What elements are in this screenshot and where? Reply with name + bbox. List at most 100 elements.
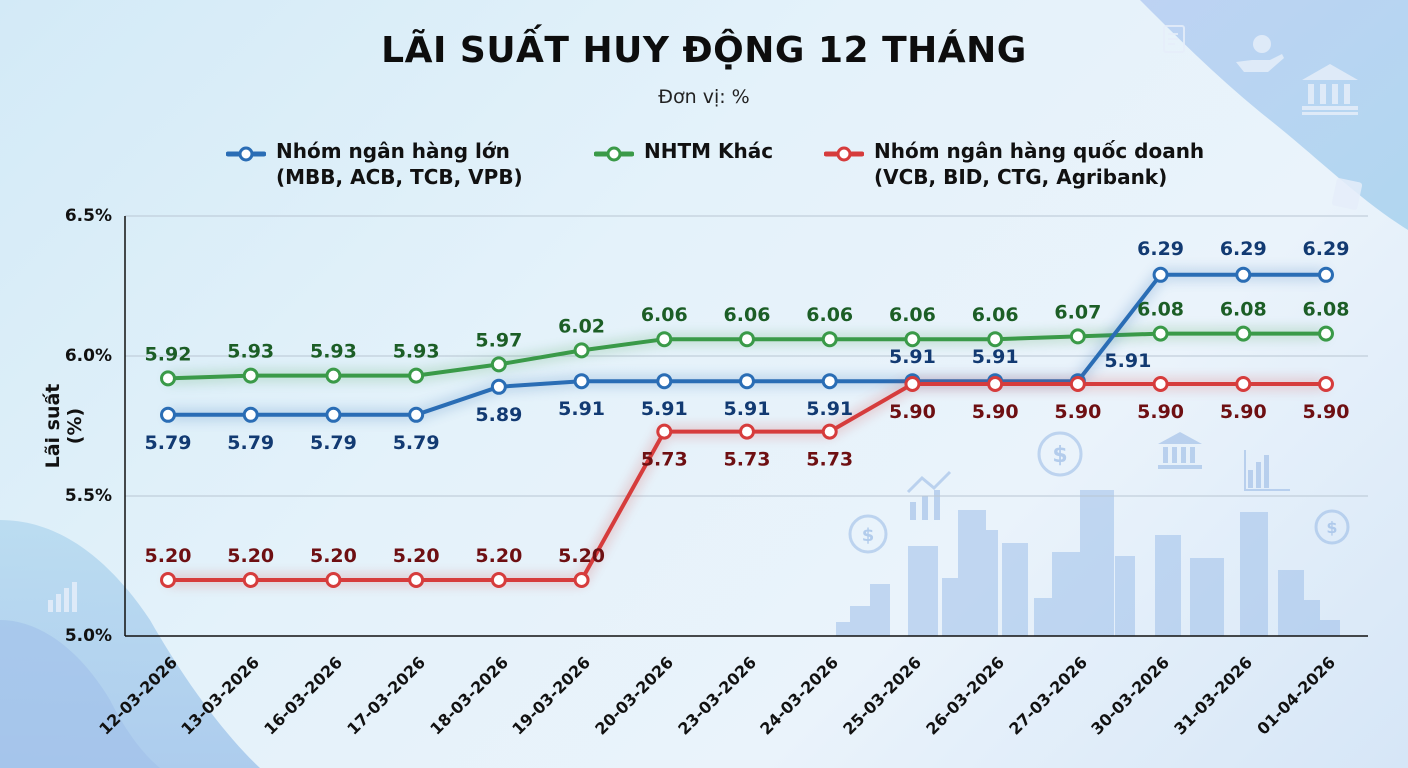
data-label: 5.97 — [475, 329, 522, 351]
data-label: 5.90 — [1303, 401, 1350, 423]
data-label: 5.20 — [393, 545, 440, 567]
data-point[interactable] — [1152, 376, 1169, 392]
data-point[interactable] — [242, 572, 259, 588]
data-label: 5.20 — [558, 545, 605, 567]
data-label: 5.73 — [641, 449, 688, 471]
data-point[interactable] — [160, 406, 176, 423]
data-point[interactable] — [656, 331, 673, 348]
data-point[interactable] — [821, 423, 838, 440]
data-point[interactable] — [490, 572, 507, 588]
legend-label: Nhóm ngân hàng lớn — [276, 139, 510, 163]
data-label: 5.90 — [1137, 401, 1184, 423]
data-point[interactable] — [656, 373, 673, 390]
data-label: 6.06 — [806, 304, 853, 326]
chart-title: LÃI SUẤT HUY ĐỘNG 12 THÁNG — [381, 30, 1027, 71]
data-point[interactable] — [325, 367, 342, 384]
data-point[interactable] — [573, 572, 590, 588]
data-point[interactable] — [821, 373, 838, 390]
data-point[interactable] — [325, 572, 342, 588]
data-label: 6.29 — [1137, 238, 1184, 260]
data-point[interactable] — [1069, 328, 1086, 345]
data-label: 5.93 — [393, 341, 440, 363]
data-label: 6.29 — [1303, 238, 1350, 260]
data-label: 5.79 — [310, 432, 357, 454]
data-label: 5.79 — [145, 432, 192, 454]
line-marker-icon — [824, 146, 864, 162]
data-label: 6.29 — [1220, 238, 1267, 260]
data-label: 6.02 — [558, 315, 605, 337]
data-label: 5.90 — [972, 401, 1019, 423]
data-point[interactable] — [408, 406, 425, 423]
data-label: 5.20 — [145, 545, 192, 567]
data-point[interactable] — [408, 572, 425, 588]
data-point[interactable] — [325, 406, 342, 423]
y-tick: 5.5% — [64, 486, 112, 506]
data-point[interactable] — [821, 331, 838, 348]
data-label: 5.92 — [145, 343, 192, 365]
data-label: 5.91 — [641, 398, 688, 420]
data-point[interactable] — [1235, 266, 1252, 283]
legend-label: Nhóm ngân hàng quốc doanh — [874, 139, 1205, 163]
data-label: 6.06 — [972, 304, 1019, 326]
data-point[interactable] — [160, 572, 176, 588]
data-label: 5.20 — [475, 545, 522, 567]
data-label: 5.91 — [724, 398, 771, 420]
line-marker-icon — [226, 146, 266, 162]
data-point[interactable] — [573, 373, 590, 390]
legend: Nhóm ngân hàng lớn (MBB, ACB, TCB, VPB) … — [0, 138, 1408, 198]
data-point[interactable] — [1152, 325, 1169, 342]
data-point[interactable] — [739, 331, 755, 348]
data-label: 5.90 — [889, 401, 936, 423]
data-point[interactable] — [1318, 325, 1334, 342]
data-label: 5.91 — [889, 346, 936, 368]
data-label: 5.79 — [393, 432, 440, 454]
legend-item-state-banks[interactable]: Nhóm ngân hàng quốc doanh (VCB, BID, CTG… — [824, 138, 1204, 190]
data-label: 5.73 — [724, 449, 771, 471]
data-label: 6.06 — [641, 304, 688, 326]
data-point[interactable] — [242, 406, 259, 423]
legend-sublabel: (MBB, ACB, TCB, VPB) — [276, 165, 523, 189]
legend-item-large-banks[interactable]: Nhóm ngân hàng lớn (MBB, ACB, TCB, VPB) — [226, 138, 523, 190]
data-point[interactable] — [1318, 266, 1334, 283]
data-label: 5.91 — [558, 398, 605, 420]
data-point[interactable] — [242, 367, 259, 384]
data-label: 5.79 — [227, 432, 274, 454]
data-label: 6.08 — [1220, 299, 1267, 321]
data-point[interactable] — [490, 356, 507, 373]
data-point[interactable] — [1235, 376, 1252, 392]
y-tick: 5.0% — [64, 626, 112, 646]
data-point[interactable] — [739, 423, 755, 440]
data-point[interactable] — [573, 342, 590, 359]
data-label: 6.08 — [1137, 299, 1184, 321]
data-label: 5.91 — [1104, 350, 1151, 372]
data-label: 6.07 — [1054, 301, 1101, 323]
data-label: 6.08 — [1303, 299, 1350, 321]
data-point[interactable] — [1235, 325, 1252, 342]
data-point[interactable] — [1069, 376, 1086, 392]
data-label: 5.93 — [310, 341, 357, 363]
data-point[interactable] — [1152, 266, 1169, 283]
data-label: 5.90 — [1220, 401, 1267, 423]
legend-label: NHTM Khác — [644, 139, 774, 163]
data-point[interactable] — [656, 423, 673, 440]
y-tick: 6.0% — [64, 346, 112, 366]
data-point[interactable] — [160, 370, 176, 387]
legend-item-other-banks[interactable]: NHTM Khác — [594, 138, 773, 166]
data-point[interactable] — [987, 376, 1004, 392]
data-label: 5.20 — [310, 545, 357, 567]
data-label: 5.91 — [972, 346, 1019, 368]
data-label: 5.90 — [1054, 401, 1101, 423]
y-tick: 6.5% — [64, 206, 112, 226]
data-point[interactable] — [490, 378, 507, 395]
data-point[interactable] — [904, 331, 921, 348]
data-point[interactable] — [1318, 376, 1334, 392]
data-label: 5.20 — [227, 545, 274, 567]
data-point[interactable] — [408, 367, 425, 384]
data-point[interactable] — [987, 331, 1004, 348]
data-point[interactable] — [904, 376, 921, 392]
data-label: 5.93 — [227, 341, 274, 363]
data-label: 6.06 — [889, 304, 936, 326]
data-point[interactable] — [739, 373, 755, 390]
data-label: 5.73 — [806, 449, 853, 471]
